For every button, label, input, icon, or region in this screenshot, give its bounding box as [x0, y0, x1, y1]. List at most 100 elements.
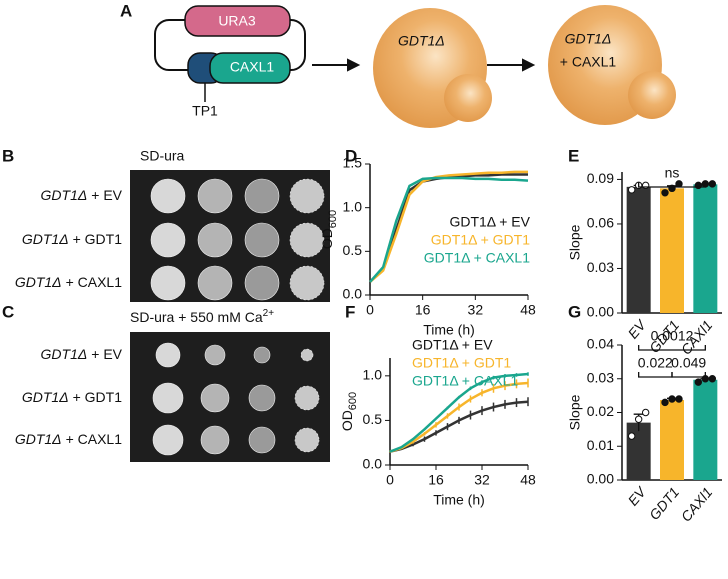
legend-entry: GDT1Δ + CAXL1: [424, 250, 530, 266]
data-point: [641, 408, 650, 417]
addition: + GDT1: [73, 389, 123, 405]
bar: [693, 184, 718, 313]
y-tick-label: 0.00: [587, 471, 614, 487]
data-point: [708, 180, 717, 188]
plate-title-text: SD-ura + 550 mM Ca: [130, 309, 263, 325]
x-tick-label: 48: [520, 302, 536, 318]
spot: [289, 222, 325, 258]
addition: + EV: [91, 187, 122, 203]
data-point: [661, 398, 669, 407]
x-tick-label: EV: [625, 483, 650, 509]
significance-bracket: [638, 372, 673, 378]
strain: GDT1Δ: [15, 431, 62, 447]
spot: [294, 385, 320, 411]
data-point: [694, 378, 703, 386]
y-tick-label: 0.03: [587, 259, 614, 275]
y-tick-label: 0.0: [363, 456, 383, 472]
significance-label: 0.049: [671, 355, 706, 371]
data-point: [668, 395, 676, 403]
cell-bud: [444, 74, 492, 122]
arrows: [312, 58, 536, 72]
panel-label: D: [345, 146, 357, 165]
spot: [197, 178, 233, 214]
row-label: GDT1Δ + CAXL1: [15, 274, 122, 290]
strain: GDT1Δ: [15, 274, 62, 290]
caxl1-label: CAXL1: [230, 59, 275, 75]
panel-label: F: [345, 302, 355, 321]
y-axis-label-sub: 600: [327, 210, 339, 228]
spot: [253, 346, 271, 364]
series-line: [389, 372, 529, 453]
y-axis-label: Slope: [567, 394, 583, 430]
x-tick-label: CAXl1: [678, 484, 716, 525]
legend-entry: GDT1Δ + CAXL1: [412, 373, 518, 389]
data-point: [675, 395, 683, 403]
x-axis-label: Time (h): [423, 322, 475, 338]
cell-label: GDT1Δ: [565, 31, 612, 47]
panel-label: E: [568, 146, 579, 165]
significance-label: 0.022: [638, 355, 673, 371]
spot: [248, 384, 276, 412]
y-tick-label: 0.0: [343, 286, 363, 302]
ura3-label: URA3: [218, 13, 256, 29]
bar: [660, 400, 684, 480]
series-line: [389, 400, 529, 453]
significance-label: ns: [665, 165, 680, 181]
y-tick-label: 0.03: [587, 369, 614, 385]
y-tick-label: 0.02: [587, 403, 614, 419]
y-axis-label-main: OD: [339, 410, 355, 431]
x-tick-label: 16: [415, 302, 431, 318]
bar: [626, 186, 651, 313]
spot: [244, 178, 280, 214]
addition: + CAXL1: [66, 274, 123, 290]
addition: + EV: [91, 346, 122, 362]
spot: [152, 382, 184, 414]
row-label: GDT1Δ + GDT1: [22, 389, 122, 405]
x-tick-label: 0: [366, 302, 374, 318]
strain: GDT1Δ: [41, 346, 88, 362]
plate-title: SD-ura + 550 mM Ca2+: [130, 308, 274, 325]
spot: [197, 265, 233, 301]
row-label: GDT1Δ + GDT1: [22, 231, 122, 247]
y-axis-label: OD600: [319, 210, 339, 249]
y-tick-label: 1.0: [363, 367, 383, 383]
panel-label: B: [2, 146, 14, 165]
addition: + CAXL1: [66, 431, 123, 447]
panel-label: C: [2, 302, 14, 321]
caxl1-box: [209, 52, 291, 84]
spot: [150, 222, 186, 258]
x-tick-label: GDT1: [646, 484, 682, 523]
spot: [289, 178, 325, 214]
spot: [200, 425, 230, 455]
series-line: [389, 381, 529, 453]
y-tick-label: 0.04: [587, 336, 614, 352]
cell-label: + CAXL1: [560, 54, 617, 70]
y-tick-label: 0.00: [587, 304, 614, 320]
significance-bracket: [638, 182, 706, 188]
bar: [626, 422, 651, 480]
spot: [197, 222, 233, 258]
panel-label: G: [568, 302, 581, 321]
y-tick-label: 1.5: [343, 155, 363, 171]
row-label: GDT1Δ + EV: [41, 187, 123, 203]
spot: [300, 348, 314, 362]
spot: [244, 222, 280, 258]
spot: [150, 265, 186, 301]
addition: + GDT1: [73, 231, 123, 247]
spot: [289, 265, 325, 301]
cell-bud: [628, 71, 676, 119]
significance-label: 0.0012: [651, 328, 694, 344]
y-tick-label: 0.06: [587, 215, 614, 231]
data-point: [627, 432, 636, 440]
plate-title: SD-ura: [140, 148, 185, 164]
row-label: GDT1Δ + EV: [41, 346, 123, 362]
y-axis-label-main: OD: [319, 228, 335, 249]
strain: GDT1Δ: [22, 231, 69, 247]
y-tick-label: 1.0: [343, 198, 363, 214]
row-label: GDT1Δ + CAXL1: [15, 431, 122, 447]
y-tick-label: 0.09: [587, 170, 614, 186]
cell-label: GDT1Δ: [398, 33, 445, 49]
y-axis-label: Slope: [567, 224, 583, 260]
plate-title-sup: 2+: [263, 308, 275, 319]
